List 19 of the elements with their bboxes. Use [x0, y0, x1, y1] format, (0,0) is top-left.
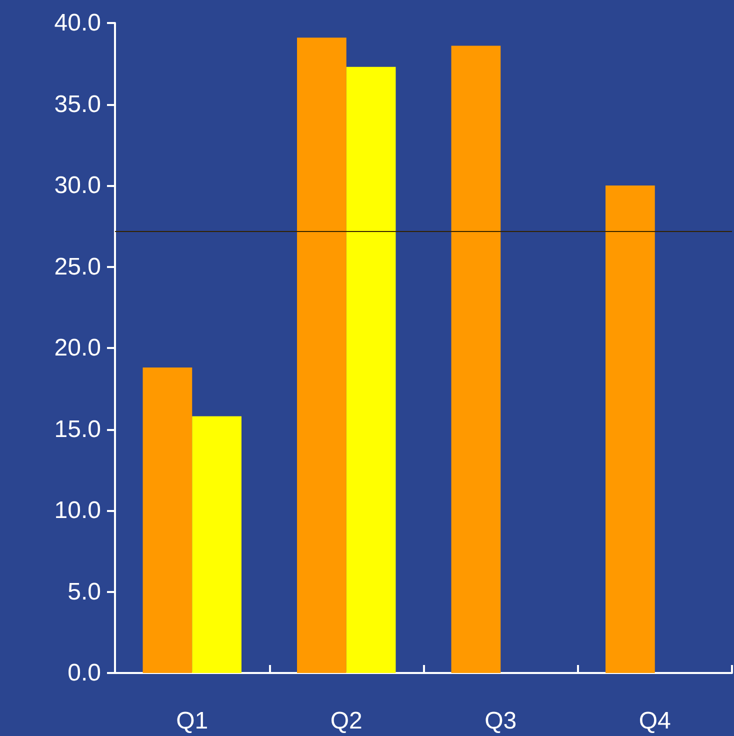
- bar: [451, 46, 501, 673]
- y-tick-label: 25.0: [54, 253, 101, 280]
- bar: [142, 368, 192, 673]
- bar: [297, 38, 346, 673]
- x-tick-label: Q4: [638, 708, 671, 734]
- x-tick-label: Q2: [330, 708, 362, 734]
- bar: [606, 186, 655, 673]
- bar: [192, 416, 242, 673]
- x-tick-label: Q3: [484, 708, 517, 734]
- bar: [346, 66, 396, 673]
- y-tick-label: 15.0: [54, 416, 101, 443]
- y-tick-label: 35.0: [54, 90, 101, 118]
- y-tick-label: 40.0: [54, 10, 101, 36]
- x-tick-label: Q1: [176, 708, 208, 734]
- y-tick-label: 20.0: [54, 334, 101, 362]
- y-tick-label: 10.0: [54, 497, 101, 524]
- y-tick-label: 30.0: [54, 172, 101, 199]
- y-tick-label: 5.0: [68, 578, 101, 606]
- y-tick-label: 0.0: [68, 660, 101, 686]
